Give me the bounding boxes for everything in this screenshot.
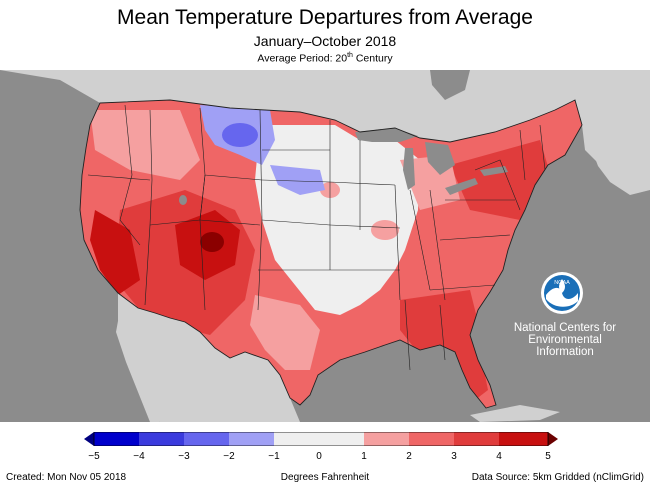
ncei-caption: National Centers for Environmental Infor… bbox=[510, 322, 620, 358]
legend-swatch bbox=[139, 432, 184, 446]
header: Mean Temperature Departures from Average… bbox=[0, 0, 650, 70]
legend-tick: 5 bbox=[545, 451, 551, 462]
legend-tick: 3 bbox=[451, 451, 457, 462]
lake-michigan bbox=[403, 148, 415, 190]
legend-arrow-right bbox=[548, 432, 558, 446]
legend-tick: −3 bbox=[178, 451, 190, 462]
legend-swatch bbox=[364, 432, 409, 446]
legend-tick: −2 bbox=[223, 451, 235, 462]
legend-swatch bbox=[409, 432, 454, 446]
james-bay bbox=[430, 70, 470, 100]
average-period-suffix: Century bbox=[352, 52, 393, 65]
lake-superior bbox=[355, 128, 418, 142]
legend-tick: −5 bbox=[88, 451, 100, 462]
temperature-map bbox=[0, 70, 650, 422]
mexico-landmass bbox=[118, 293, 300, 422]
lake-ontario bbox=[480, 166, 508, 176]
legend-arrow-left bbox=[84, 432, 94, 446]
legend-swatch bbox=[499, 432, 548, 446]
legend-swatch bbox=[94, 432, 139, 446]
legend-swatch bbox=[319, 432, 364, 446]
created-date: Created: Mon Nov 05 2018 bbox=[6, 472, 127, 483]
map-title: Mean Temperature Departures from Average bbox=[117, 6, 533, 29]
ncei-caption-line3: Information bbox=[536, 346, 594, 358]
lake-erie bbox=[445, 178, 478, 195]
legend-color-bar bbox=[84, 432, 558, 446]
ncei-caption-line2: Environmental bbox=[528, 334, 602, 346]
ncei-caption-line1: National Centers for bbox=[513, 322, 617, 334]
atlantic-canada bbox=[590, 130, 650, 195]
legend-tick: −4 bbox=[133, 451, 145, 462]
cuba bbox=[470, 405, 560, 422]
average-period: Average Period: 20th Century bbox=[0, 52, 650, 65]
lake-huron bbox=[425, 142, 455, 175]
legend-swatch bbox=[184, 432, 229, 446]
map-subtitle: January–October 2018 bbox=[253, 33, 397, 49]
noaa-logo: NOAA bbox=[541, 272, 583, 314]
legend-tick: 1 bbox=[361, 451, 367, 462]
baja-peninsula bbox=[116, 310, 160, 422]
average-period-prefix: Average Period: 20 bbox=[257, 52, 348, 65]
legend-swatch bbox=[229, 432, 274, 446]
legend-tick: −1 bbox=[268, 451, 280, 462]
legend-tick: 0 bbox=[316, 451, 322, 462]
great-salt-lake bbox=[179, 195, 187, 205]
conus-outline bbox=[79, 99, 583, 409]
state-borders bbox=[87, 104, 546, 371]
average-period-sup: th bbox=[347, 52, 353, 59]
legend-tick: 2 bbox=[406, 451, 412, 462]
legend-swatch bbox=[274, 432, 319, 446]
legend-units: Degrees Fahrenheit bbox=[280, 472, 370, 483]
legend-tick: 4 bbox=[496, 451, 502, 462]
noaa-logo-text: NOAA bbox=[554, 280, 570, 286]
data-source: Data Source: 5km Gridded (nClimGrid) bbox=[471, 472, 644, 483]
legend-swatch bbox=[454, 432, 499, 446]
